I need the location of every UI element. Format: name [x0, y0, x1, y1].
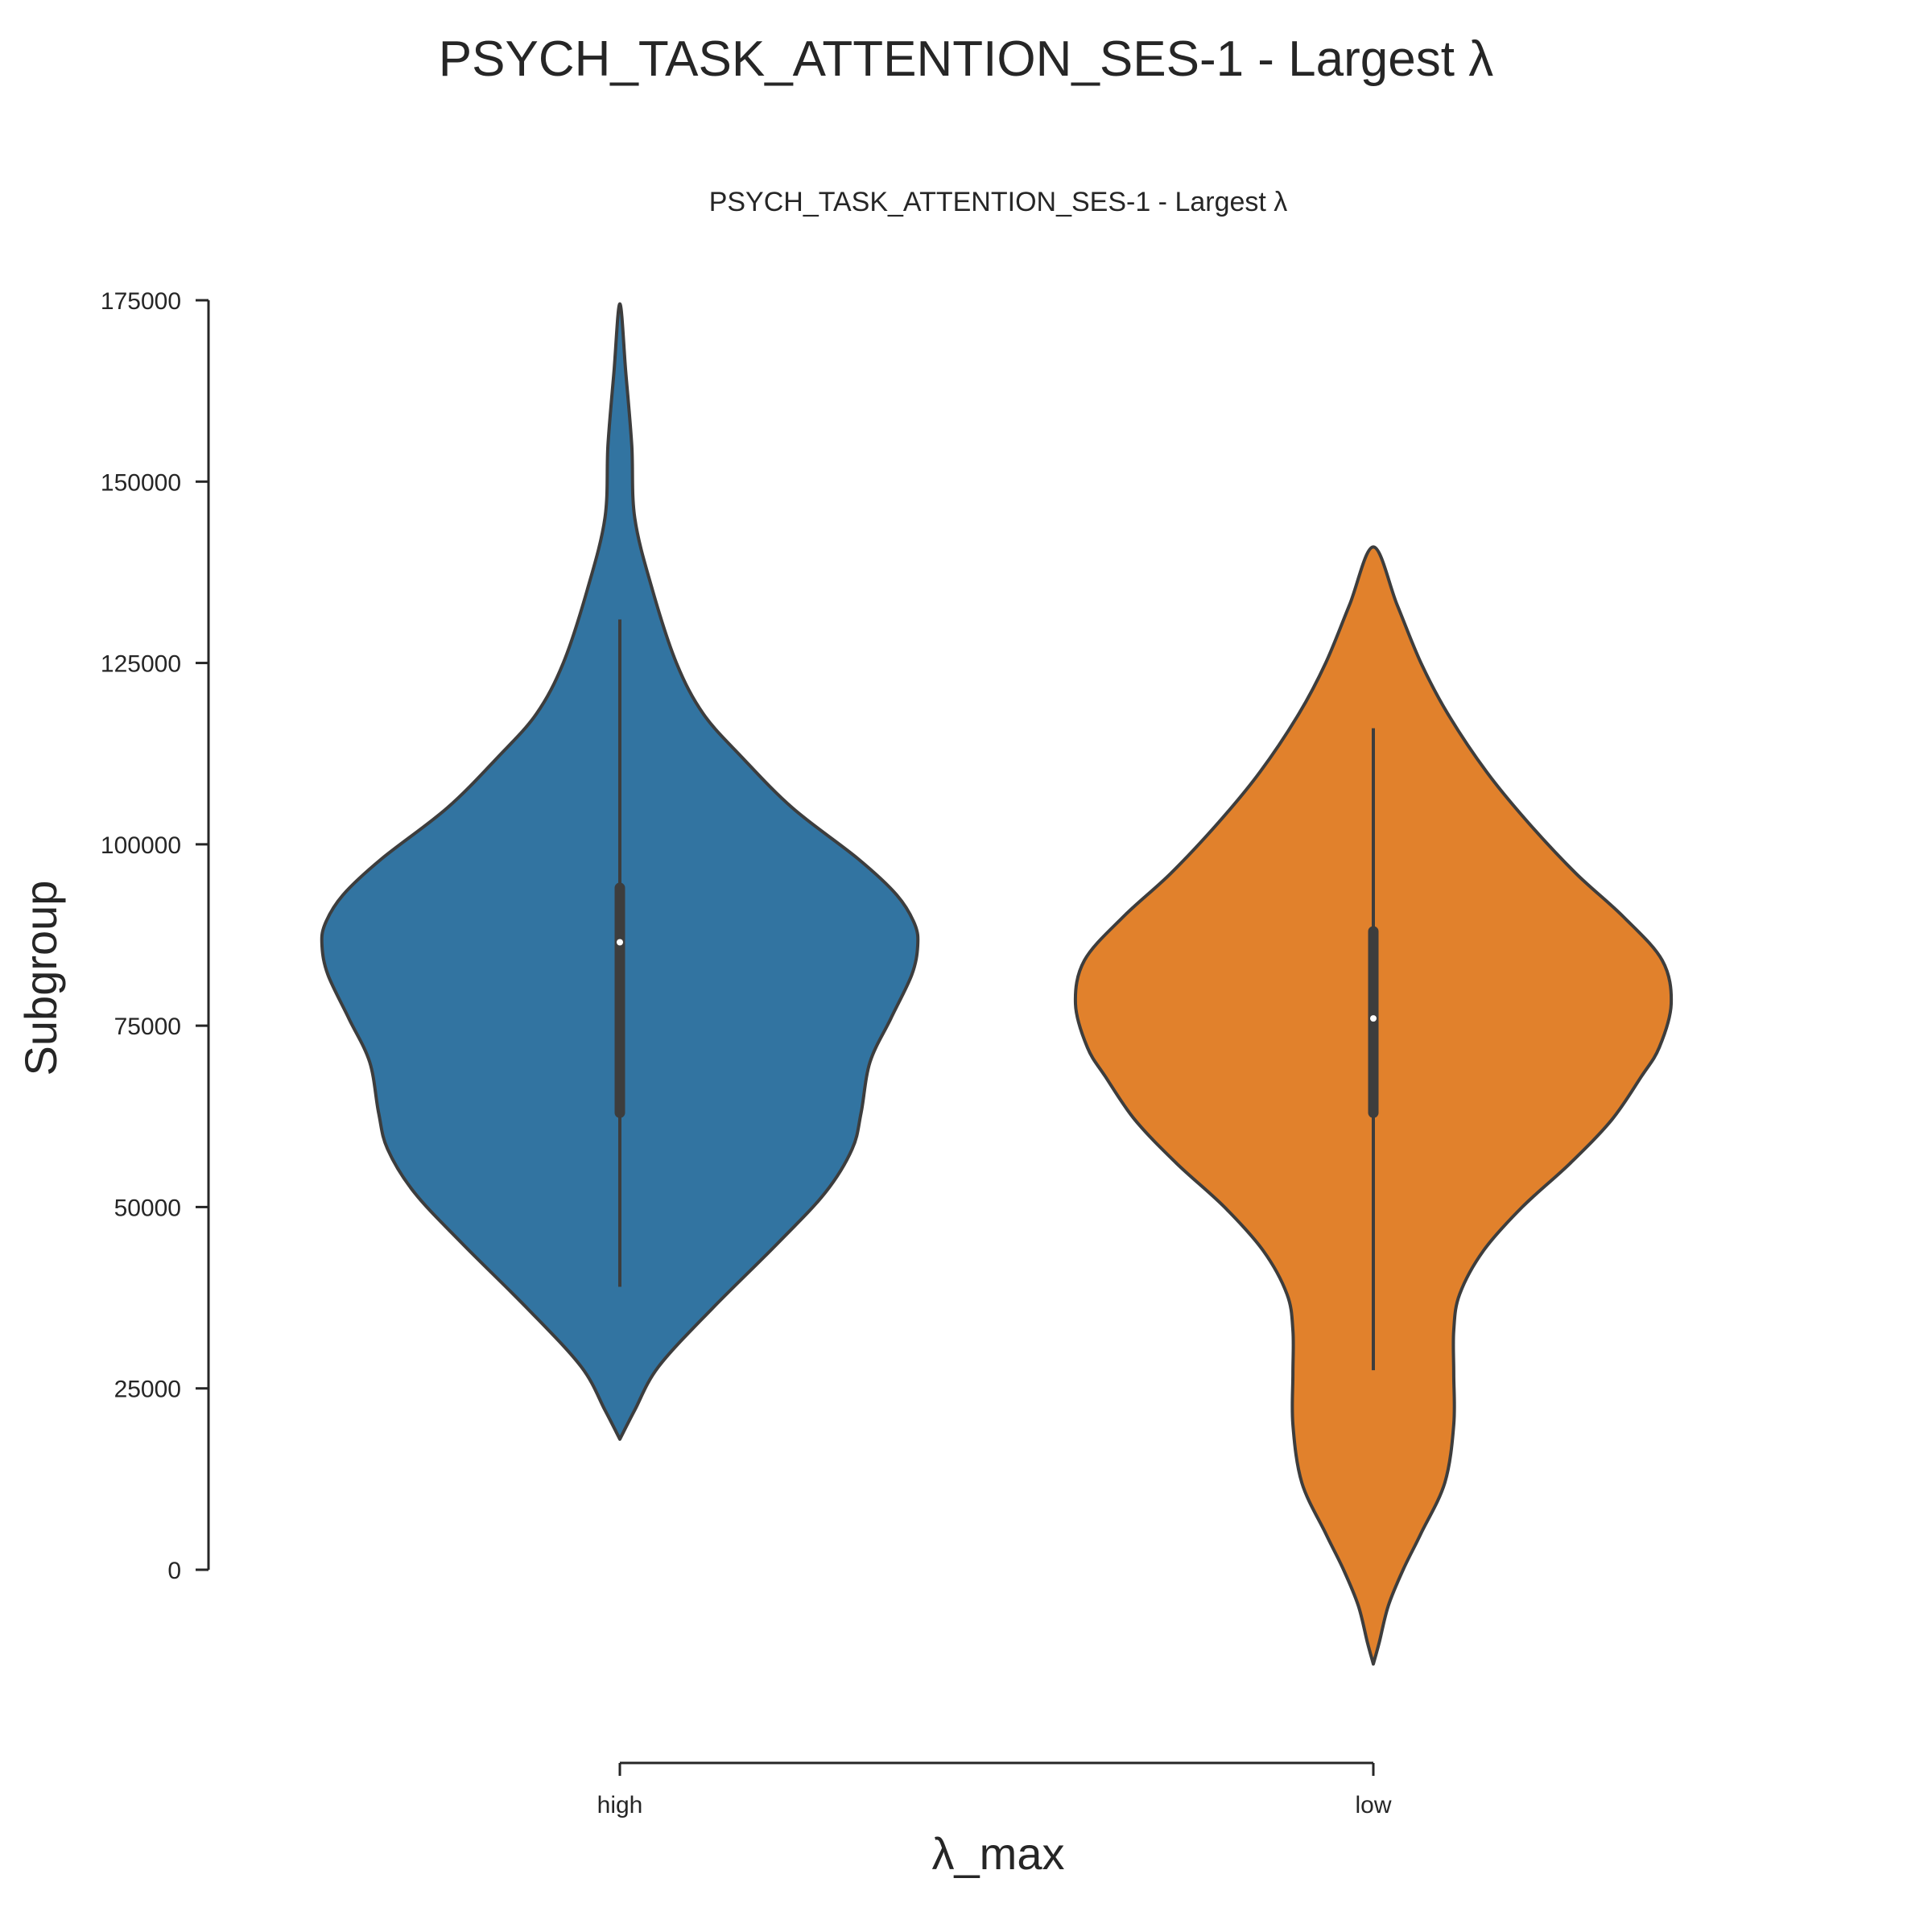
y-tick-label: 125000 — [101, 651, 181, 678]
violin-layer — [320, 302, 1674, 1666]
y-tick-label: 175000 — [101, 288, 181, 315]
y-tick-label: 0 — [167, 1558, 181, 1584]
x-tick-label-low: low — [1355, 1792, 1391, 1818]
y-tick-label: 25000 — [114, 1377, 181, 1403]
x-axis: high low — [597, 1761, 1392, 1818]
y-axis-label: Subgroup — [15, 881, 66, 1076]
x-tick-label-high: high — [597, 1792, 643, 1818]
chart-title: PSYCH_TASK_ATTENTION_SES-1 - Largest λ — [709, 187, 1288, 217]
median-marker-low — [1370, 1015, 1377, 1022]
figure-title: PSYCH_TASK_ATTENTION_SES-1 - Largest λ — [439, 31, 1493, 87]
y-tick-label: 150000 — [101, 469, 181, 496]
y-tick-label: 100000 — [101, 832, 181, 859]
y-tick-label: 75000 — [114, 1013, 181, 1040]
x-axis-label: λ_max — [932, 1828, 1065, 1879]
y-axis: 0 25000 50000 75000 100000 125000 150000 175000 — [101, 288, 210, 1584]
y-tick-label: 50000 — [114, 1195, 181, 1221]
median-marker-high — [617, 939, 623, 946]
